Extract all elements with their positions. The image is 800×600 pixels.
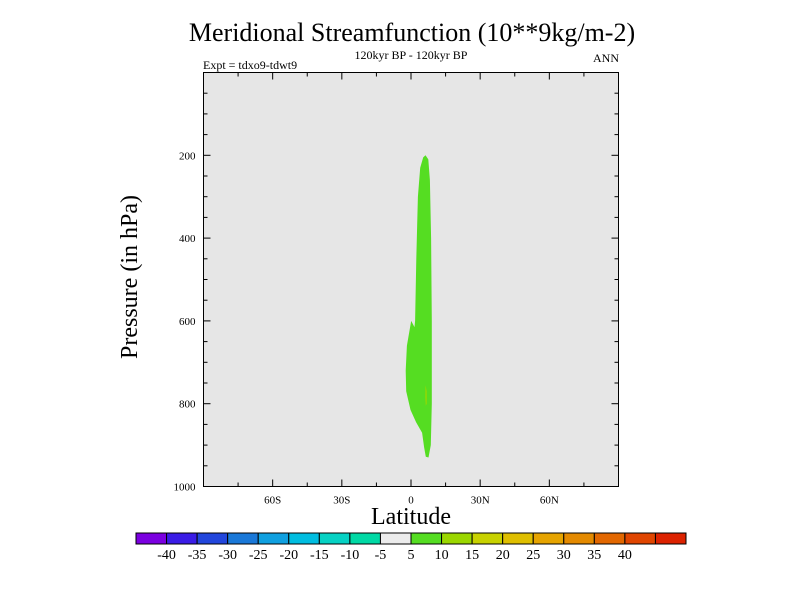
- colorbar-label: -15: [310, 548, 329, 563]
- colorbar: [135, 532, 687, 545]
- colorbar-box: [288, 532, 320, 545]
- colorbar-label: 20: [496, 548, 510, 563]
- colorbar-box: [318, 532, 351, 545]
- colorbar-box: [654, 532, 687, 545]
- colorbar-label: 10: [435, 548, 449, 563]
- x-axis-label: Latitude: [371, 504, 451, 530]
- subtitle-right: ANN: [593, 51, 619, 65]
- colorbar-label: -40: [157, 548, 176, 563]
- y-axis-label: Pressure (in hPa): [117, 195, 143, 359]
- colorbar-box: [410, 532, 443, 545]
- colorbar-box: [593, 532, 626, 545]
- axis-tick-labels: 60S 30S 0 30N 60N 200 400 600 800 1000: [174, 150, 559, 506]
- colorbar-label: 15: [465, 548, 479, 563]
- colorbar-box: [349, 532, 381, 545]
- colorbar-label: 30: [557, 548, 571, 563]
- contour-region-5-10: [405, 155, 432, 458]
- plot-background: [203, 72, 619, 487]
- colorbar-box: [227, 532, 259, 545]
- colorbar-label: -35: [188, 548, 207, 563]
- colorbar-label: 35: [587, 548, 601, 563]
- colorbar-label: 40: [618, 548, 632, 563]
- colorbar-label: -20: [279, 548, 298, 563]
- subtitle-center: 120kyr BP - 120kyr BP: [355, 48, 468, 62]
- x-tick-label: 60S: [264, 495, 281, 507]
- colorbar-label: -10: [341, 548, 360, 563]
- colorbar-label: -5: [375, 548, 387, 563]
- axis-ticks: [203, 72, 619, 487]
- colorbar-box: [502, 532, 534, 545]
- colorbar-box: [379, 532, 412, 545]
- colorbar-box: [624, 532, 656, 545]
- colorbar-box: [471, 532, 504, 545]
- colorbar-box: [441, 532, 473, 545]
- colorbar-label: 5: [408, 548, 415, 563]
- y-tick-label: 200: [179, 150, 196, 162]
- y-tick-label: 1000: [174, 482, 197, 494]
- x-tick-label: 0: [408, 495, 414, 507]
- x-tick-label: 30N: [471, 495, 490, 507]
- colorbar-box: [196, 532, 229, 545]
- chart-title: Meridional Streamfunction (10**9kg/m-2): [189, 18, 635, 47]
- colorbar-labels: -40 -35 -30 -25 -20 -15 -10 -5 5 10 15 20 25 30 35 40: [157, 548, 632, 563]
- x-tick-label: 60N: [540, 495, 559, 507]
- y-tick-label: 800: [179, 399, 196, 411]
- colorbar-box: [532, 532, 565, 545]
- contour-regions: [405, 155, 432, 458]
- y-tick-label: 400: [179, 233, 196, 245]
- colorbar-label: 25: [526, 548, 540, 563]
- contour-region-10-15: [425, 385, 427, 406]
- colorbar-box: [135, 532, 168, 545]
- colorbar-box: [257, 532, 290, 545]
- colorbar-box: [166, 532, 198, 545]
- subtitle-left: Expt = tdxo9-tdwt9: [203, 58, 297, 72]
- y-tick-label: 600: [179, 316, 196, 328]
- colorbar-label: -25: [249, 548, 268, 563]
- colorbar-label: -30: [218, 548, 237, 563]
- colorbar-box: [563, 532, 595, 545]
- x-tick-label: 30S: [333, 495, 350, 507]
